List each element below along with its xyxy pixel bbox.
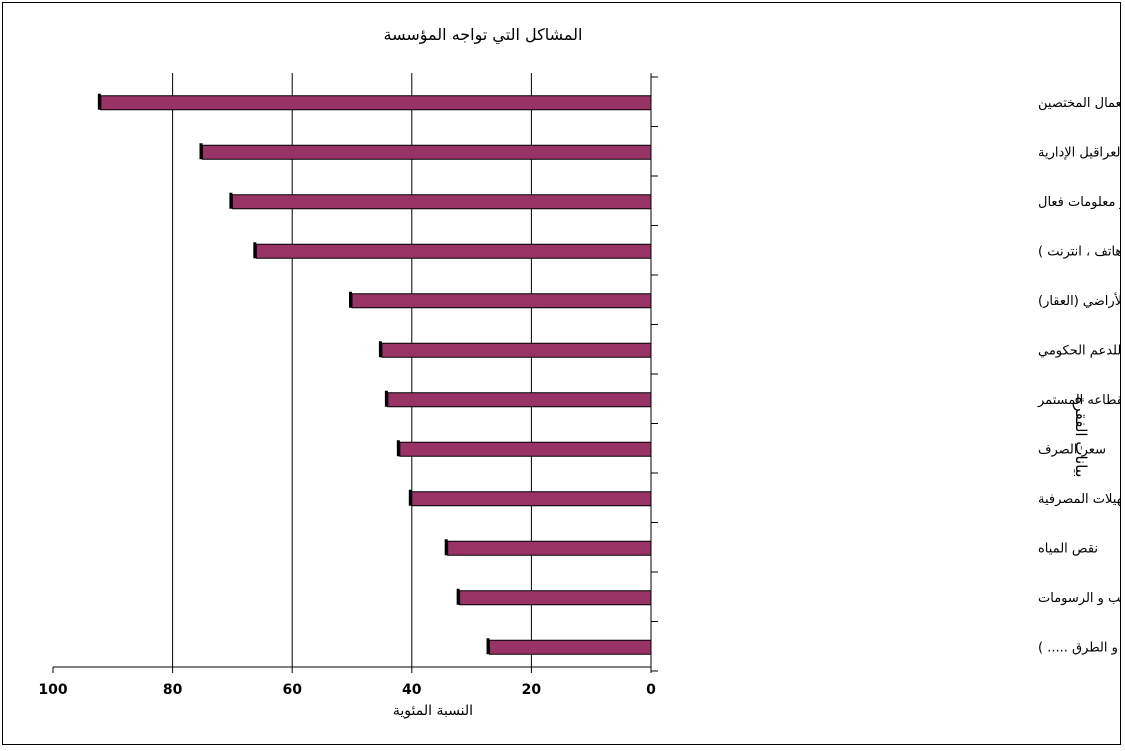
bar [255,243,652,259]
bar-end-shade [456,588,460,605]
category-label: صعوبة الحصول على الأراضي (العقار) [1038,292,1120,309]
x-axis-title: النسبة المئوية [392,703,474,719]
category-label: ضعف التيار الكهربائي و انقطاعه المستمر [1037,393,1120,408]
bar-end-shade [378,341,382,358]
bar-end-shade [408,489,412,506]
x-tick-label: 20 [522,682,542,698]
y-axis-title: بيانات الفقرة [1072,396,1090,478]
bar [411,491,652,507]
bar [381,342,652,358]
bar-end-shade [199,143,203,160]
category-label: نقص للدعم الحكومي [1038,343,1120,358]
bar-end-shade [384,390,388,407]
category-label: سعر الصرف [1038,442,1106,457]
x-tick-label: 80 [163,682,183,698]
bar-end-shade [97,93,101,110]
bar [447,540,652,556]
category-label: ضعف البنية التحتية ( مواصلات و الطرق ...… [1038,640,1120,655]
category-label: غياب التسهيلات المصرفية [1038,492,1120,507]
category-label: تعطل المستمر لوسائل الاتصال (هاتف ، انتر… [1038,244,1120,259]
bar [459,590,652,606]
bar [100,95,652,111]
bar [231,194,652,210]
bar [351,293,652,309]
bar-end-shade [396,440,400,457]
bar-end-shade [444,539,448,556]
bar-end-shade [253,242,257,259]
bar [399,441,652,457]
bar-end-shade [349,291,352,308]
x-tick-label: 100 [38,682,67,698]
x-tick-label: 60 [282,682,302,698]
bar-end-shade [229,192,233,209]
bar [489,639,652,655]
chart-title: المشاكل التي تواجه المؤسسة [383,25,583,44]
bar [387,392,652,408]
category-label: نقص العمال المختصين [1038,96,1120,111]
bar-end-shade [486,638,490,655]
category-label: نقص المياه [1038,541,1098,556]
x-tick-label: 0 [646,682,656,698]
category-label: كثرة الضرائب و الرسومات [1038,591,1120,606]
bar-chart: 100 80 60 40 20 0 نقص العمال المختصين العراقيل … [38,73,1120,698]
x-tick-label: 40 [402,682,422,698]
bar [202,144,652,160]
category-label: العراقيل الإدارية [1038,145,1120,160]
category-label: غياب جهاز معلومات فعال [1038,195,1120,210]
